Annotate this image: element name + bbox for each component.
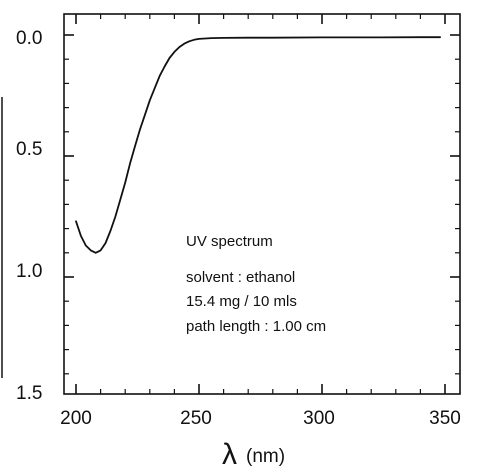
annotation-solvent: solvent : ethanol (186, 269, 295, 286)
y-tick-label-1: 0.5 (16, 139, 42, 160)
spectrum-series-line (75, 36, 441, 254)
x-tick-label-3: 350 (429, 408, 461, 429)
annotation-title: UV spectrum (186, 233, 273, 250)
axis-ticks (64, 14, 460, 394)
x-tick-label-2: 300 (303, 408, 335, 429)
plot-frame (63, 13, 461, 395)
x-axis-symbol: λ (222, 438, 237, 471)
y-tick-label-2: 1.0 (16, 261, 42, 282)
x-tick-label-1: 250 (180, 408, 212, 429)
annotation-concentration: 15.4 mg / 10 mls (186, 293, 297, 310)
annotation-path-length: path length : 1.00 cm (186, 318, 326, 335)
y-tick-label-0: 0.0 (16, 28, 42, 49)
x-axis-unit: (nm) (246, 446, 285, 467)
x-tick-label-0: 200 (60, 408, 92, 429)
y-tick-label-3: 1.5 (16, 383, 42, 404)
